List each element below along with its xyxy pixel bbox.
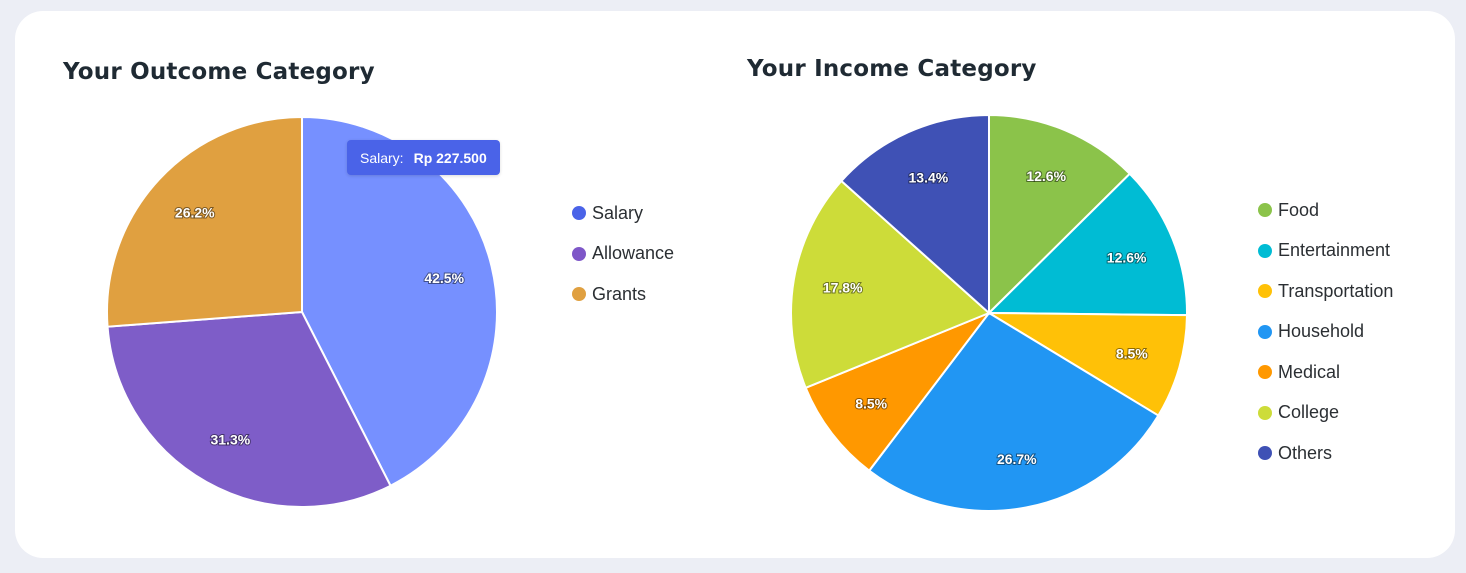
legend-label-salary: Salary [592, 202, 644, 223]
legend-item-salary[interactable]: Salary [572, 193, 674, 234]
outcome-legend: Salary Allowance Grants [572, 193, 674, 315]
legend-label-medical: Medical [1278, 361, 1341, 382]
legend-label-household: Household [1278, 321, 1365, 342]
legend-dot-allowance [572, 246, 586, 261]
pie-slice-food[interactable] [988, 113, 1132, 316]
pie-slice-others[interactable] [840, 113, 990, 316]
legend-dot-medical [1258, 365, 1272, 380]
legend-item-transportation[interactable]: Transportation [1258, 271, 1393, 312]
legend-item-grants[interactable]: Grants [572, 274, 674, 315]
tooltip-value: Rp 227.500 [413, 149, 487, 166]
salary-tooltip: Salary: Rp 227.500 [347, 140, 500, 175]
legend-dot-others [1258, 446, 1272, 461]
legend-item-college[interactable]: College [1258, 393, 1393, 434]
legend-label-grants: Grants [592, 283, 647, 304]
pie-slice-medical[interactable] [804, 310, 993, 473]
legend-dot-food [1258, 203, 1272, 218]
slice-label-college: 17.8% [823, 280, 863, 296]
income-chart-title: Your Income Category [747, 56, 1037, 82]
slice-label-grants: 26.2% [175, 205, 215, 221]
slice-label-salary: 42.5% [424, 270, 464, 286]
pie-slice-salary[interactable] [301, 115, 498, 488]
legend-dot-entertainment [1258, 243, 1272, 258]
legend-item-others[interactable]: Others [1258, 433, 1393, 474]
pie-slice-entertainment[interactable] [986, 172, 1188, 317]
legend-label-college: College [1278, 402, 1340, 423]
legend-dot-grants [572, 287, 586, 302]
slice-label-food: 12.6% [1026, 168, 1066, 184]
legend-item-household[interactable]: Household [1258, 312, 1393, 353]
pie-slice-grants[interactable] [106, 115, 303, 328]
pie-slice-transportation[interactable] [985, 311, 1188, 417]
legend-dot-salary [572, 206, 586, 221]
legend-dot-transportation [1258, 284, 1272, 299]
legend-label-allowance: Allowance [592, 243, 675, 264]
legend-item-medical[interactable]: Medical [1258, 352, 1393, 393]
slice-label-others: 13.4% [909, 169, 949, 185]
legend-item-allowance[interactable]: Allowance [572, 234, 674, 275]
legend-item-food[interactable]: Food [1258, 190, 1393, 231]
outcome-pie-chart[interactable]: 42.5% 31.3% 26.2% [106, 115, 498, 508]
slice-label-transportation: 8.5% [1116, 346, 1148, 362]
slice-label-allowance: 31.3% [210, 431, 250, 447]
legend-label-food: Food [1278, 199, 1320, 220]
legend-label-entertainment: Entertainment [1278, 240, 1391, 261]
pie-slice-college[interactable] [790, 179, 991, 390]
pie-slice-household[interactable] [867, 311, 1160, 512]
income-pie-chart[interactable]: 12.6% 12.6% 8.5% 26.7% 8.5% 17.8% 13.4% [790, 113, 1188, 512]
legend-label-transportation: Transportation [1278, 280, 1394, 301]
legend-dot-college [1258, 405, 1272, 420]
legend-item-entertainment[interactable]: Entertainment [1258, 231, 1393, 272]
pie-slice-allowance[interactable] [106, 310, 392, 508]
slice-label-household: 26.7% [997, 451, 1037, 467]
tooltip-series-name: Salary: [360, 149, 404, 166]
slice-label-entertainment: 12.6% [1107, 249, 1147, 265]
legend-dot-household [1258, 324, 1272, 339]
slice-label-medical: 8.5% [855, 395, 887, 411]
outcome-chart-title: Your Outcome Category [63, 59, 375, 85]
legend-label-others: Others [1278, 442, 1333, 463]
income-legend: Food Entertainment Transportation Househ… [1258, 190, 1393, 474]
